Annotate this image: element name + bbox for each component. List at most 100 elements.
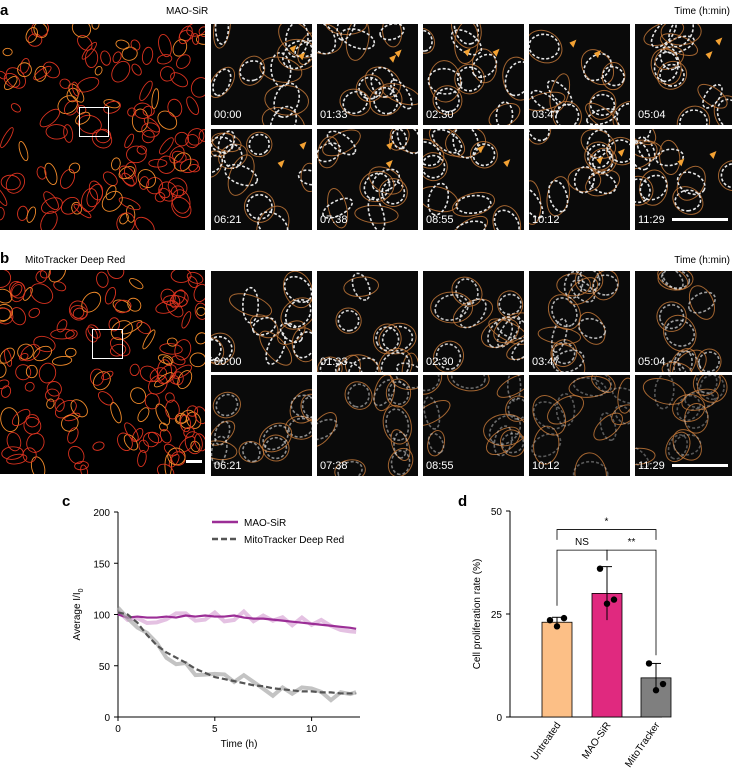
cell-outline	[170, 72, 189, 88]
mitochondria-signal	[551, 297, 578, 328]
arrowhead-marker	[677, 158, 685, 167]
mitochondria-signal	[592, 274, 619, 296]
mitochondria-signal	[611, 387, 630, 405]
cell-outline	[38, 362, 57, 384]
significance-label: **	[628, 537, 636, 548]
cell-outline	[67, 427, 79, 444]
data-point	[553, 623, 561, 630]
cell-outline	[6, 431, 22, 452]
cell-outline	[643, 24, 685, 47]
cell-outline	[104, 286, 117, 305]
cell-outline	[529, 129, 552, 145]
timelapse-frame: 11:29	[635, 129, 732, 230]
cell-outline	[567, 167, 602, 193]
mitochondria-signal	[211, 154, 224, 174]
mitochondria-signal	[472, 143, 496, 167]
x-tick-label: 5	[212, 724, 218, 735]
cell-outline	[174, 339, 192, 361]
mitochondria-signal	[702, 83, 723, 109]
cell-outline	[94, 65, 103, 76]
cell-outline	[100, 50, 111, 66]
cell-outline	[345, 24, 370, 61]
cell-outline	[578, 311, 606, 345]
mitochondria-signal	[242, 286, 260, 324]
cell-outline	[155, 300, 179, 314]
cell-outline	[355, 74, 385, 103]
cell-outline	[650, 48, 682, 86]
mitochondria-signal	[340, 28, 376, 50]
timestamp-label: 02:30	[426, 109, 454, 121]
cell-outline	[198, 129, 205, 142]
cell-outline	[660, 24, 702, 46]
cell-outline	[654, 46, 685, 70]
panel-a-title: MAO-SiR	[166, 6, 209, 17]
cell-outline	[505, 395, 524, 422]
cell-outline	[171, 150, 187, 163]
cell-outline	[423, 152, 448, 182]
cell-outline	[0, 186, 8, 207]
mitochondria-signal	[423, 154, 446, 179]
cell-outline	[246, 131, 273, 158]
mitochondria-signal	[616, 102, 630, 125]
arrowhead-marker	[277, 159, 285, 168]
cell-outline	[111, 157, 121, 171]
cell-outline	[19, 58, 30, 74]
cell-outline	[81, 291, 102, 313]
cell-outline	[0, 385, 12, 398]
arrowhead-marker	[298, 52, 306, 61]
cell-outline	[33, 65, 52, 81]
cell-outline	[368, 166, 404, 195]
cell-outline	[317, 24, 343, 55]
cell-outline	[186, 96, 200, 116]
cell-outline	[676, 165, 706, 201]
mitochondria-signal	[573, 165, 595, 194]
cell-outline	[157, 155, 176, 174]
cell-outline	[137, 407, 150, 423]
cell-outline	[390, 429, 411, 462]
cell-outline	[506, 337, 524, 361]
cell-outline	[657, 271, 689, 290]
mitochondria-signal	[456, 66, 483, 92]
cell-outline	[157, 354, 174, 365]
cell-outline	[142, 431, 160, 448]
cell-outline	[107, 270, 125, 280]
cell-outline	[137, 449, 147, 468]
cell-outline	[131, 108, 149, 133]
cell-outline	[432, 85, 463, 116]
arrowhead-marker	[299, 141, 307, 150]
cell-outline	[656, 301, 687, 332]
cell-outline	[186, 271, 204, 284]
panel-b-label: b	[0, 250, 10, 267]
cell-outline	[186, 411, 202, 429]
cell-outline	[125, 205, 136, 223]
data-point	[652, 687, 660, 694]
y-axis-label: Average I/I0	[72, 588, 85, 640]
data-point	[603, 600, 611, 607]
arrowhead-marker	[476, 145, 484, 154]
arrowhead-marker	[503, 159, 511, 168]
cell-outline	[481, 318, 520, 348]
mitochondria-signal	[635, 445, 650, 468]
cell-outline	[0, 70, 7, 80]
mitochondria-signal	[663, 35, 695, 54]
timestamp-label: 01:33	[320, 109, 348, 121]
cell-outline	[188, 164, 201, 173]
cell-outline	[170, 270, 192, 283]
mitochondria-signal	[337, 309, 360, 332]
cell-outline	[159, 343, 183, 355]
cell-outline	[359, 170, 395, 203]
mitochondria-signal	[687, 291, 716, 314]
zoom-region-box	[79, 107, 109, 137]
timelapse-frame: 07:38	[317, 375, 418, 476]
cell-outline	[74, 460, 89, 471]
mitochondria-signal	[698, 351, 720, 372]
cell-outline	[45, 124, 68, 140]
cell-outline	[158, 187, 171, 199]
cell-outline	[194, 406, 205, 425]
cell-outline	[101, 190, 123, 212]
panel-c-label: c	[62, 493, 71, 510]
cell-outline	[547, 395, 585, 425]
mitochondria-signal	[342, 90, 369, 115]
cell-outline	[612, 100, 630, 125]
cell-outline	[111, 60, 131, 83]
